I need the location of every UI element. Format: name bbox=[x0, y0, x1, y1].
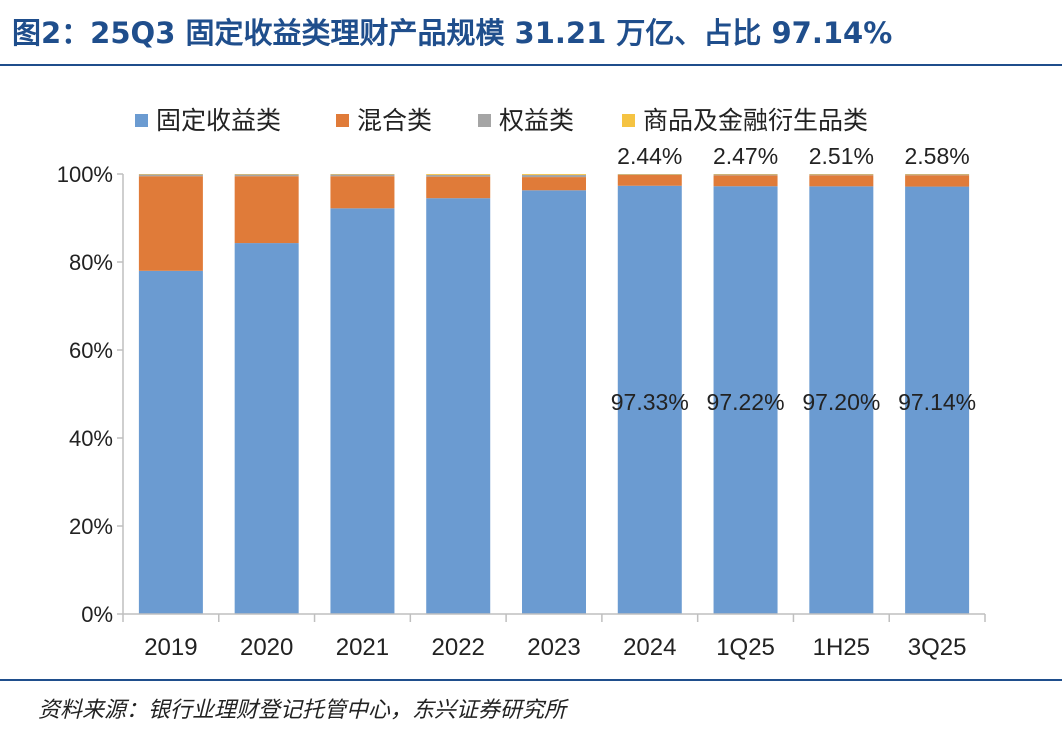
bar-1H25-series3 bbox=[809, 174, 874, 176]
x-tick-label: 2022 bbox=[432, 634, 485, 661]
x-tick-label: 2020 bbox=[240, 634, 293, 661]
data-labels: 97.33% 2.44% 97.22% 2.47% 97.20% 2.51% 97.14% 2… bbox=[611, 143, 976, 415]
bar-1Q25-series2 bbox=[713, 175, 778, 187]
bar-2023-series2 bbox=[522, 177, 586, 191]
bar-1H25-series1 bbox=[809, 186, 874, 614]
bar-2019-series1 bbox=[138, 270, 203, 614]
bar-2021-series2 bbox=[330, 176, 395, 209]
bar-2019-series2 bbox=[138, 176, 203, 271]
bar-2024-series2 bbox=[617, 175, 682, 186]
y-tick-label: 40% bbox=[69, 426, 113, 451]
source-note: 资料来源：银行业理财登记托管中心，东兴证券研究所 bbox=[38, 698, 567, 723]
bar-3Q25-series3 bbox=[905, 174, 970, 176]
legend-swatch-4 bbox=[622, 114, 635, 127]
bars bbox=[138, 174, 970, 615]
bar-3Q25-series2 bbox=[905, 175, 970, 187]
bar-2024-series1 bbox=[617, 185, 682, 615]
x-axis: 2019 2020 2021 2022 2023 2024 1Q25 1H25 3Q25 bbox=[122, 613, 986, 661]
data-label-fixed-income: 97.20% bbox=[802, 389, 880, 415]
data-label-fixed-income: 97.14% bbox=[898, 389, 976, 415]
bar-2024-series3 bbox=[617, 174, 682, 176]
legend-label-3: 权益类 bbox=[499, 106, 574, 135]
bar-2022-series2 bbox=[426, 176, 491, 199]
bar-2020-series2 bbox=[234, 176, 299, 244]
x-tick-label: 2019 bbox=[144, 634, 197, 661]
y-tick-label: 20% bbox=[69, 514, 113, 539]
y-axis: 0% 20% 40% 60% 80% 100% bbox=[57, 162, 124, 627]
stacked-bar-chart: 固定收益类 混合类 权益类 商品及金融衍生品类 0%20%40%60%80%100% … bbox=[57, 106, 986, 661]
bar-1H25-series2 bbox=[809, 175, 874, 187]
data-label-mixed: 2.47% bbox=[713, 143, 778, 169]
x-tick-label: 2024 bbox=[623, 634, 676, 661]
source-divider bbox=[0, 679, 1062, 681]
bar-2020-series3 bbox=[234, 174, 299, 177]
bar-1Q25-series3 bbox=[713, 174, 778, 176]
title-divider bbox=[0, 64, 1062, 66]
data-label-fixed-income: 97.22% bbox=[707, 389, 785, 415]
y-tick-label: 80% bbox=[69, 250, 113, 275]
legend-label-4: 商品及金融衍生品类 bbox=[643, 106, 868, 135]
x-tick-label: 1H25 bbox=[813, 634, 870, 661]
x-tick-label: 2021 bbox=[336, 634, 389, 661]
bar-2022-series3 bbox=[426, 174, 491, 177]
legend: 固定收益类 混合类 权益类 商品及金融衍生品类 bbox=[135, 106, 868, 135]
y-tick-label: 100% bbox=[57, 162, 113, 187]
bar-2019-series3 bbox=[138, 174, 203, 177]
legend-label-2: 混合类 bbox=[357, 106, 432, 135]
y-tick-label: 60% bbox=[69, 338, 113, 363]
y-tick-label: 0% bbox=[81, 602, 113, 627]
x-tick-label: 2023 bbox=[527, 634, 580, 661]
bar-3Q25-series1 bbox=[905, 186, 970, 615]
data-label-fixed-income: 97.33% bbox=[611, 389, 689, 415]
legend-swatch-2 bbox=[336, 114, 349, 127]
figure-title: 图2：25Q3 固定收益类理财产品规模 31.21 万亿、占比 97.14% bbox=[12, 16, 893, 50]
bar-2021-series1 bbox=[330, 208, 395, 614]
bar-1Q25-series1 bbox=[713, 186, 778, 614]
bar-2021-series3 bbox=[330, 174, 395, 177]
data-label-mixed: 2.58% bbox=[905, 143, 970, 169]
data-label-mixed: 2.51% bbox=[809, 143, 874, 169]
bar-2023-series3 bbox=[522, 174, 586, 178]
legend-swatch-3 bbox=[478, 114, 491, 127]
x-tick-label: 1Q25 bbox=[716, 634, 775, 661]
bar-2022-series1 bbox=[426, 198, 491, 614]
x-tick-label: 3Q25 bbox=[908, 634, 967, 661]
bar-2023-series4 bbox=[522, 174, 586, 175]
legend-swatch-1 bbox=[135, 114, 148, 127]
data-label-mixed: 2.44% bbox=[617, 143, 682, 169]
bar-2020-series1 bbox=[234, 243, 299, 614]
legend-label-1: 固定收益类 bbox=[156, 106, 281, 135]
bar-2023-series1 bbox=[522, 190, 586, 614]
bar-2022-series4 bbox=[426, 174, 491, 175]
